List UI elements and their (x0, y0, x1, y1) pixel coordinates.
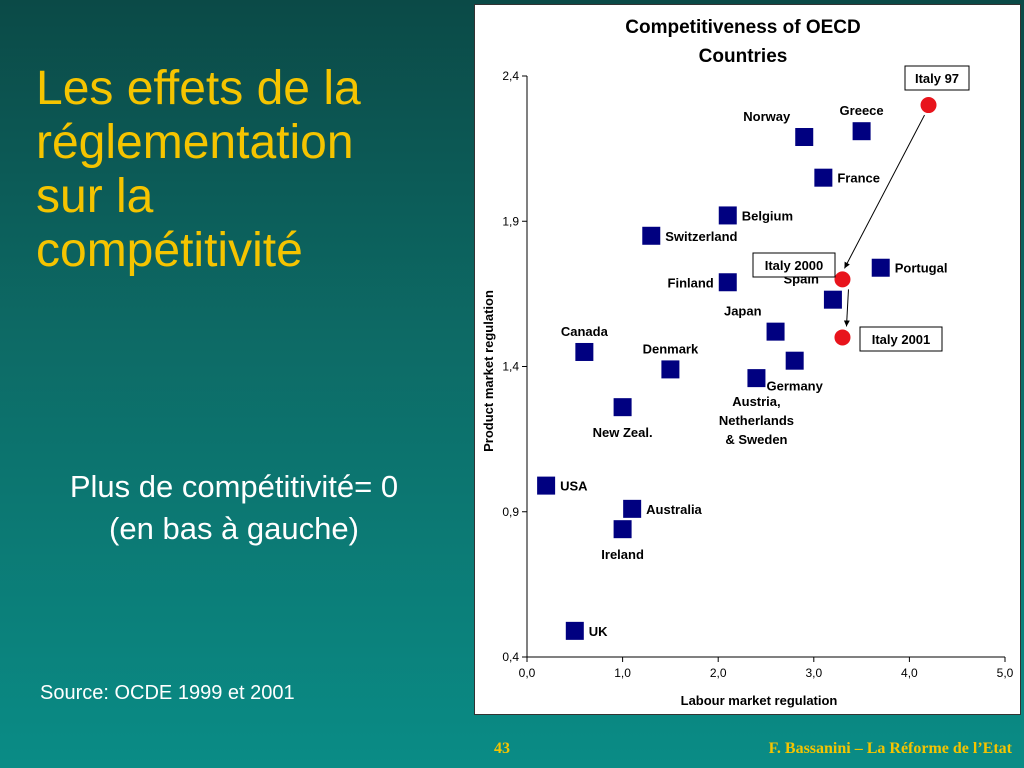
point-greece (852, 122, 871, 141)
point-label-usa: USA (560, 479, 588, 494)
callout-box-italy-97 (904, 65, 970, 91)
x-tick-label: 1,0 (614, 666, 631, 680)
callout-box-italy-2000 (752, 252, 836, 278)
callout-box-italy-2001 (859, 326, 943, 352)
callout-label-italy-97: Italy 97 (915, 71, 959, 86)
point-denmark (661, 360, 680, 379)
x-tick-label: 5,0 (997, 666, 1014, 680)
slide-number: 43 (494, 740, 510, 757)
point-switzerland (642, 226, 661, 245)
slide-title-line: sur la (36, 170, 154, 223)
arrow-italy-2000-to-2001 (843, 289, 850, 327)
y-tick-label: 1,4 (502, 360, 519, 374)
point-australia (623, 499, 642, 518)
point-italy-97 (920, 97, 937, 114)
slide-title-line: Les effets de la (36, 62, 361, 115)
footer-text: F. Bassanini – La Réforme de l’Etat (768, 740, 1012, 757)
point-label-portugal: Portugal (895, 261, 948, 276)
point-new-zeal (613, 398, 632, 417)
chart-axes: 0,4 0,9 1,4 1,9 2,4 0,0 1,0 2,0 3,0 4,0 5,0 (502, 69, 1013, 680)
point-canada (575, 342, 594, 361)
slide-subtitle: Plus de compétitivité= 0 (en bas à gauch… (14, 466, 454, 550)
scatter-chart: Competitiveness of OECD Countries 0,4 0,9… (481, 17, 1014, 708)
slide-title-line: compétitivité (36, 224, 303, 277)
point-label-canada: Canada (561, 324, 609, 339)
point-label-germany: Germany (766, 379, 823, 394)
x-tick-label: 0,0 (519, 666, 536, 680)
point-spain (823, 290, 842, 309)
callout-arrows (843, 114, 925, 327)
x-tick-label: 2,0 (710, 666, 727, 680)
point-label-norway: Norway (743, 109, 791, 124)
y-tick-label: 0,9 (502, 505, 519, 519)
chart-points (537, 97, 937, 640)
point-label-denmark: Denmark (643, 341, 699, 356)
point-usa (537, 476, 556, 495)
point-label-australia: Australia (646, 502, 702, 517)
x-axis-label: Labour market regulation (681, 693, 838, 708)
chart-panel: Competitiveness of OECD Countries 0,4 0,9… (474, 4, 1021, 715)
point-label-austria-netherlands-sweden: Austria, (732, 394, 780, 409)
callout-label-italy-2000: Italy 2000 (765, 258, 824, 273)
x-tick-label: 3,0 (805, 666, 822, 680)
chart-title-line: Competitiveness of OECD (625, 17, 860, 38)
point-label-uk: UK (589, 624, 608, 639)
point-label-ireland: Ireland (601, 547, 644, 562)
point-japan (766, 322, 785, 341)
point-uk (565, 621, 584, 640)
y-tick-label: 1,9 (502, 214, 519, 228)
y-axis-label: Product market regulation (481, 290, 496, 452)
source-note: Source: OCDE 1999 et 2001 (40, 682, 295, 704)
point-finland (718, 273, 737, 292)
point-label-japan: Japan (724, 304, 762, 319)
point-label-switzerland: Switzerland (665, 229, 737, 244)
point-ireland (613, 520, 632, 539)
subtitle-line: Plus de compétitivité= 0 (69, 469, 399, 504)
slide-title-line: réglementation (36, 116, 354, 169)
point-label-austria-netherlands-sweden: Netherlands (719, 413, 794, 428)
point-label-greece: Greece (840, 103, 884, 118)
x-tick-label: 4,0 (901, 666, 918, 680)
point-portugal (871, 258, 890, 277)
callout-label-italy-2001: Italy 2001 (872, 332, 931, 347)
point-label-france: France (837, 171, 880, 186)
point-italy-2001 (834, 329, 851, 346)
slide-title: Les effets de la réglementation sur la c… (36, 62, 466, 278)
point-belgium (718, 206, 737, 225)
point-norway (795, 128, 814, 147)
y-tick-label: 0,4 (502, 650, 519, 664)
subtitle-line: (en bas à gauche) (109, 511, 359, 546)
point-france (814, 168, 833, 187)
point-germany (785, 351, 804, 370)
point-label-finland: Finland (668, 275, 714, 290)
chart-title-line: Countries (699, 46, 788, 67)
point-label-belgium: Belgium (742, 208, 793, 223)
point-label-austria-netherlands-sweden: & Sweden (725, 432, 787, 447)
point-austria-netherlands-sweden (747, 369, 766, 388)
point-label-new-zeal: New Zeal. (593, 425, 653, 440)
chart-point-labels: Norway Greece France Belgium Switzerland Port… (560, 65, 970, 639)
arrow-italy-97-to-2000 (844, 114, 925, 269)
y-tick-label: 2,4 (502, 69, 519, 83)
point-italy-2000 (834, 271, 851, 288)
